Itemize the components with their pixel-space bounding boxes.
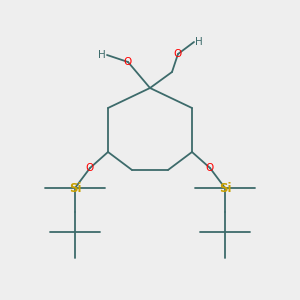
Text: H: H	[98, 50, 106, 60]
Text: Si: Si	[219, 182, 231, 194]
Text: O: O	[124, 57, 132, 67]
Text: O: O	[174, 49, 182, 59]
Text: O: O	[86, 163, 94, 173]
Text: O: O	[206, 163, 214, 173]
Text: H: H	[195, 37, 203, 47]
Text: Si: Si	[69, 182, 81, 194]
